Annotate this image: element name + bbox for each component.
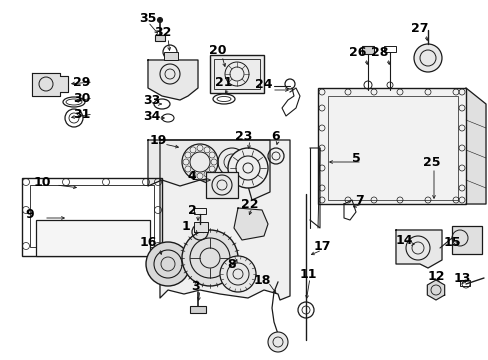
- Circle shape: [227, 148, 267, 188]
- Text: 18: 18: [253, 274, 270, 287]
- Circle shape: [182, 230, 238, 286]
- Bar: [209, 55, 264, 93]
- Bar: [194, 222, 207, 232]
- Bar: [383, 46, 395, 52]
- Text: 24: 24: [255, 78, 272, 91]
- Text: 27: 27: [410, 22, 428, 35]
- Text: 9: 9: [26, 207, 34, 220]
- Polygon shape: [148, 60, 198, 100]
- Text: 28: 28: [370, 45, 388, 58]
- Bar: [22, 178, 162, 256]
- Polygon shape: [465, 88, 485, 204]
- Text: 33: 33: [143, 94, 160, 107]
- Text: 25: 25: [423, 156, 440, 168]
- Text: 1: 1: [181, 220, 190, 233]
- Circle shape: [220, 256, 256, 292]
- Text: 6: 6: [271, 130, 280, 143]
- Polygon shape: [160, 140, 289, 300]
- Bar: [451, 226, 481, 254]
- Text: 17: 17: [313, 239, 330, 252]
- Text: 26: 26: [348, 45, 366, 58]
- Text: 34: 34: [143, 109, 161, 122]
- Bar: [361, 46, 373, 54]
- Bar: [214, 59, 260, 89]
- Text: 10: 10: [33, 175, 51, 189]
- Text: 35: 35: [139, 12, 156, 24]
- Bar: [205, 172, 238, 198]
- Text: 21: 21: [215, 76, 232, 89]
- Text: 11: 11: [299, 267, 316, 280]
- Text: 31: 31: [73, 108, 90, 121]
- Text: 2: 2: [187, 203, 196, 216]
- Circle shape: [146, 242, 190, 286]
- Bar: [327, 96, 457, 200]
- Circle shape: [157, 18, 162, 22]
- Bar: [163, 52, 178, 60]
- Bar: [30, 185, 154, 247]
- Text: 22: 22: [241, 198, 258, 211]
- Text: 15: 15: [442, 235, 460, 248]
- Text: 20: 20: [209, 44, 226, 57]
- Text: 16: 16: [139, 235, 156, 248]
- Text: 19: 19: [149, 134, 166, 147]
- Circle shape: [267, 332, 287, 352]
- Text: 13: 13: [452, 271, 470, 284]
- Bar: [190, 306, 205, 313]
- Text: 3: 3: [191, 279, 200, 292]
- Text: 29: 29: [73, 76, 90, 89]
- Bar: [459, 280, 469, 286]
- Text: 8: 8: [227, 257, 236, 270]
- Text: 4: 4: [187, 170, 196, 183]
- Bar: [317, 88, 465, 204]
- Text: 5: 5: [351, 152, 360, 165]
- Bar: [155, 35, 164, 41]
- Text: 23: 23: [235, 130, 252, 143]
- Text: 7: 7: [355, 194, 364, 207]
- Bar: [36, 220, 150, 256]
- Text: 12: 12: [427, 270, 444, 283]
- Text: 30: 30: [73, 91, 90, 104]
- Circle shape: [413, 44, 441, 72]
- Polygon shape: [427, 280, 444, 300]
- Polygon shape: [234, 208, 267, 240]
- Polygon shape: [32, 73, 68, 96]
- Bar: [194, 208, 205, 214]
- Polygon shape: [148, 140, 269, 200]
- Text: 32: 32: [154, 26, 171, 39]
- Polygon shape: [395, 230, 441, 268]
- Text: 14: 14: [394, 234, 412, 247]
